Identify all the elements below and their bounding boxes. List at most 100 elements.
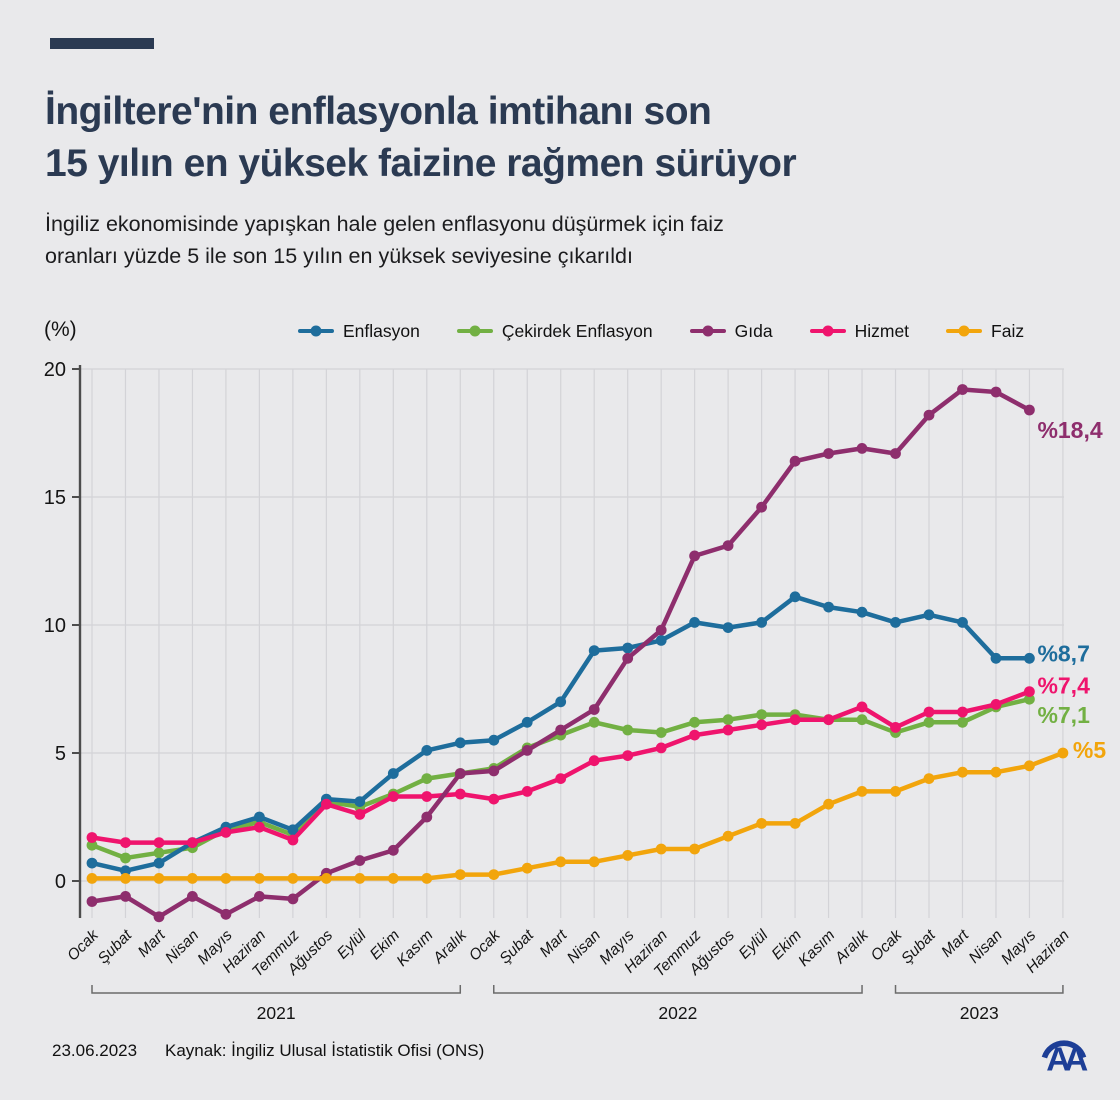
series-callout-Hizmet: %7,4	[1037, 673, 1090, 699]
data-point	[890, 786, 901, 797]
data-point	[86, 896, 98, 907]
chart-legend: Enflasyon Çekirdek Enflasyon Gıda Hizmet…	[298, 319, 1066, 343]
data-point	[354, 809, 366, 820]
data-point	[622, 750, 634, 761]
data-point	[655, 742, 667, 754]
data-point	[1057, 747, 1069, 759]
data-point	[588, 704, 600, 715]
data-point	[1024, 693, 1035, 705]
data-point	[555, 724, 567, 736]
data-point	[321, 798, 332, 810]
data-point	[187, 891, 198, 902]
data-point	[153, 911, 165, 923]
year-bracket	[91, 985, 462, 994]
data-point	[153, 847, 165, 859]
legend-label: Hizmet	[854, 320, 910, 341]
data-point	[823, 448, 834, 459]
data-point	[387, 873, 399, 884]
data-point	[488, 765, 500, 777]
data-point	[689, 716, 700, 728]
data-point	[655, 727, 667, 738]
y-tick-label: 0	[55, 871, 66, 893]
data-point	[454, 869, 466, 880]
data-point	[789, 591, 801, 603]
data-point	[153, 837, 165, 848]
x-tick-label: Şubat	[898, 926, 939, 967]
data-point	[622, 724, 634, 736]
data-point	[856, 786, 868, 797]
legend-item-hizmet: Hizmet	[809, 320, 910, 342]
y-tick-label: 5	[55, 743, 66, 765]
x-tick-label: Aralık	[831, 926, 873, 968]
brand-accent-bar	[50, 38, 154, 49]
data-point	[521, 716, 533, 728]
data-point	[488, 793, 500, 805]
source-note: Kaynak: İngiliz Ulusal İstatistik Ofisi …	[165, 1041, 485, 1060]
x-tick-label: Eylül	[334, 926, 370, 962]
data-point	[521, 745, 533, 756]
year-bracket	[894, 985, 1064, 994]
data-point	[488, 869, 500, 880]
data-point	[86, 873, 98, 884]
data-point	[86, 857, 98, 869]
title-line-2: 15 yılın en yüksek faizine rağmen sürüyo…	[45, 141, 797, 185]
data-point	[254, 891, 265, 902]
data-point	[421, 745, 433, 756]
data-point	[254, 821, 265, 833]
data-point	[689, 729, 700, 741]
data-point	[856, 714, 868, 726]
x-tick-label: Nisan	[966, 927, 1006, 967]
data-point	[990, 766, 1002, 778]
y-tick-label: 15	[44, 487, 66, 509]
data-point	[421, 773, 433, 784]
data-point	[722, 724, 734, 736]
data-point	[187, 873, 198, 884]
data-point	[655, 624, 667, 636]
y-tick-label: 10	[44, 615, 66, 637]
data-point	[454, 768, 466, 779]
series-Hizmet	[86, 686, 1035, 848]
data-point	[588, 716, 600, 728]
legend-item-faiz: Faiz	[946, 321, 1024, 342]
data-point	[1024, 404, 1035, 416]
data-point	[957, 716, 968, 728]
data-point	[1024, 652, 1035, 664]
page-title: İngiltere'nin enflasyonla imtihanı son 1…	[45, 86, 1045, 190]
x-tick-label: Aralık	[429, 926, 471, 968]
data-point	[120, 891, 131, 902]
data-point	[387, 844, 399, 856]
data-point	[789, 714, 801, 726]
data-point	[923, 773, 935, 784]
data-point	[923, 409, 935, 421]
data-point	[789, 455, 801, 467]
data-point	[990, 699, 1002, 710]
legend-line-dot-icon	[689, 325, 726, 337]
data-point	[722, 830, 734, 842]
data-point	[622, 652, 634, 664]
data-point	[923, 716, 935, 728]
logo-letters: AA	[1046, 1042, 1088, 1079]
data-point	[756, 617, 767, 628]
data-point	[555, 773, 567, 784]
data-point	[321, 873, 332, 884]
data-point	[120, 865, 131, 877]
data-point	[756, 501, 767, 513]
data-point	[220, 827, 232, 838]
year-label: 2023	[960, 1003, 999, 1023]
data-point	[287, 893, 299, 905]
data-point	[421, 811, 433, 823]
data-point	[153, 873, 165, 884]
data-point	[287, 824, 299, 836]
data-point	[421, 873, 433, 884]
data-point	[354, 873, 366, 884]
data-point	[957, 384, 968, 395]
logo-arc	[1041, 1040, 1087, 1059]
legend-line-dot-icon	[946, 325, 983, 337]
data-point	[957, 617, 968, 628]
data-point	[789, 818, 801, 829]
aa-agency-logo: AA	[1041, 1040, 1092, 1079]
x-tick-label: Şubat	[95, 926, 136, 967]
series-line	[92, 750, 1064, 881]
data-point	[923, 706, 935, 718]
